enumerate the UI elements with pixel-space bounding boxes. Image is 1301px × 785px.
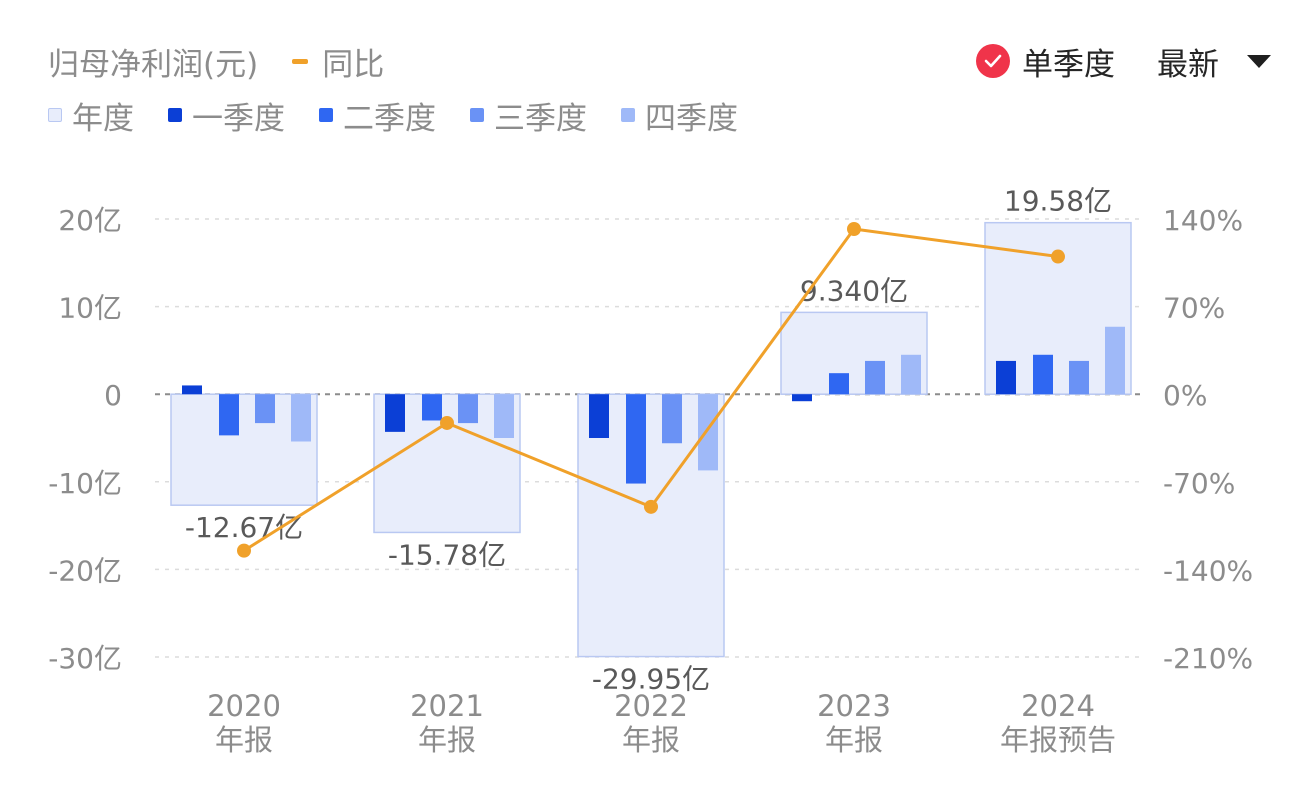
- y-right-tick-label: 70%: [1163, 292, 1225, 325]
- legend-label-q4: 四季度: [645, 100, 738, 137]
- legend-label-q3: 三季度: [494, 100, 587, 137]
- yoy-point: [1051, 249, 1065, 264]
- legend-swatch-q1: [168, 108, 182, 122]
- legend-item-q3[interactable]: 三季度: [470, 93, 587, 138]
- yoy-point: [644, 499, 658, 514]
- single-quarter-checkbox[interactable]: [976, 44, 1010, 78]
- yoy-legend-label: 同比: [322, 46, 385, 83]
- quarter-bar: [385, 394, 405, 432]
- legend-item-q2[interactable]: 二季度: [319, 93, 436, 138]
- legend-item-q4[interactable]: 四季度: [621, 93, 738, 138]
- y-right-tick-label: -70%: [1163, 467, 1235, 500]
- x-tick-year: 2020: [207, 689, 281, 723]
- y-left-tick-label: 0: [104, 379, 122, 412]
- x-tick-kind: 年报: [825, 723, 883, 757]
- yoy-point: [440, 415, 454, 430]
- quarter-bar: [255, 394, 275, 424]
- quarter-bar: [291, 394, 311, 442]
- x-tick-kind: 年报预告: [1000, 723, 1116, 757]
- legend-label-q2: 二季度: [343, 100, 436, 137]
- quarter-bar: [219, 394, 239, 436]
- x-tick-kind: 年报: [622, 723, 680, 757]
- x-tick-kind: 年报: [418, 723, 476, 757]
- y-right-tick-label: 140%: [1163, 204, 1243, 237]
- legend-swatch-q2: [319, 108, 333, 122]
- quarter-bar: [626, 394, 646, 484]
- yoy-point: [847, 222, 861, 237]
- legend-item-annual[interactable]: 年度: [48, 93, 134, 138]
- quarter-bar: [662, 394, 682, 444]
- annual-value-label: 19.58亿: [1004, 185, 1112, 218]
- quarter-bar: [494, 394, 514, 438]
- y-left-tick-label: -10亿: [48, 467, 122, 500]
- chart-controls: 单季度 最新: [976, 38, 1271, 84]
- quarter-bar: [792, 394, 812, 402]
- y-right-tick-label: 0%: [1163, 379, 1207, 412]
- annual-value-label: -15.78亿: [388, 538, 506, 571]
- annual-value-label: -29.95亿: [592, 663, 710, 696]
- single-quarter-label[interactable]: 单季度: [1022, 46, 1115, 83]
- quarter-bar: [589, 394, 609, 438]
- quarter-bar: [698, 394, 718, 471]
- annual-value-label: -12.67亿: [185, 511, 303, 544]
- quarter-bar: [1105, 326, 1125, 395]
- legend-label-q1: 一季度: [192, 100, 285, 137]
- quarter-bar: [422, 394, 442, 421]
- legend-item-q1[interactable]: 一季度: [168, 93, 285, 138]
- x-tick-year: 2023: [817, 689, 891, 723]
- legend-label-annual: 年度: [72, 100, 134, 137]
- quarter-bar: [1069, 360, 1089, 395]
- quarter-bar: [865, 360, 885, 395]
- x-tick-year: 2024: [1021, 689, 1095, 723]
- y-left-tick-label: -20亿: [48, 554, 122, 587]
- y-left-tick-label: 20亿: [58, 204, 122, 237]
- quarter-bar: [458, 394, 478, 424]
- quarter-bar: [829, 373, 849, 395]
- check-icon: [984, 54, 1002, 68]
- y-left-tick-label: -30亿: [48, 642, 122, 675]
- y-right-tick-label: -140%: [1163, 554, 1253, 587]
- y-right-tick-label: -210%: [1163, 642, 1253, 675]
- quarter-bar: [901, 354, 921, 395]
- dropdown-caret-icon[interactable]: [1247, 54, 1271, 68]
- legend-swatch-q3: [470, 108, 484, 122]
- chart-title: 归母净利润(元): [48, 46, 259, 83]
- legend-swatch-q4: [621, 108, 635, 122]
- quarter-bar: [996, 360, 1016, 395]
- yoy-point: [237, 543, 251, 558]
- legend-swatch-annual: [48, 108, 62, 122]
- latest-dropdown-label[interactable]: 最新: [1157, 46, 1219, 83]
- x-tick-year: 2021: [410, 689, 484, 723]
- x-tick-year: 2022: [614, 689, 688, 723]
- y-left-tick-label: 10亿: [58, 292, 122, 325]
- quarter-bar: [182, 385, 202, 395]
- yoy-legend-swatch: [292, 58, 309, 64]
- chart-header: 归母净利润(元) 同比: [48, 38, 384, 84]
- x-tick-kind: 年报: [215, 723, 273, 757]
- quarter-bar: [1033, 354, 1053, 395]
- series-legend: 年度 一季度 二季度 三季度 四季度: [48, 92, 772, 138]
